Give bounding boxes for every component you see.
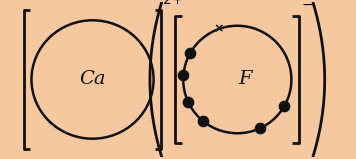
Text: Ca: Ca — [79, 70, 106, 89]
Point — [281, 105, 287, 108]
Point — [257, 127, 263, 129]
Point — [180, 74, 186, 76]
Text: 2+: 2+ — [163, 0, 184, 7]
Text: −: − — [301, 0, 313, 12]
Text: F: F — [239, 70, 252, 89]
Point — [188, 51, 193, 54]
Text: ×: × — [214, 22, 224, 35]
Point — [200, 119, 205, 122]
Point — [185, 101, 191, 104]
